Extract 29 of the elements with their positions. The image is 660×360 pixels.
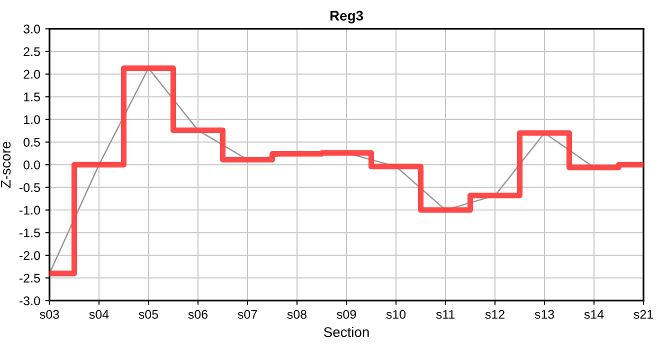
y-tick-label: -3.0 — [19, 296, 40, 306]
x-tick-label: s09 — [336, 310, 356, 319]
x-tick-label: s03 — [40, 310, 60, 319]
x-tick-label: s10 — [386, 310, 406, 319]
x-tick-label: s12 — [485, 310, 504, 319]
x-tick-label: s21 — [634, 310, 653, 319]
x-tick-label: s05 — [138, 310, 158, 319]
x-tick-label: s13 — [534, 310, 554, 319]
y-tick-label: -1.5 — [19, 228, 40, 238]
chart-title: Reg3 — [330, 10, 363, 24]
y-tick-label: 2.5 — [24, 47, 40, 56]
y-tick-label: -2.0 — [19, 251, 40, 260]
y-tick-label: 0.5 — [24, 138, 40, 147]
y-tick-label: -0.5 — [19, 183, 40, 192]
y-tick-label: -2.5 — [19, 274, 40, 283]
x-axis-title: Section — [324, 326, 369, 338]
y-tick-label: -1.0 — [19, 206, 40, 215]
y-tick-label: 1.5 — [24, 92, 40, 102]
y-tick-label: 1.0 — [24, 115, 40, 124]
x-tick-label: s14 — [584, 310, 604, 319]
x-tick-label: s06 — [188, 310, 208, 319]
y-tick-label: 3.0 — [24, 24, 40, 34]
x-tick-label: s04 — [89, 310, 109, 319]
x-tick-label: s08 — [287, 310, 307, 319]
y-axis-title: Z-score — [0, 142, 11, 188]
x-tick-label: s11 — [436, 310, 455, 319]
y-tick-label: 0.0 — [24, 160, 40, 170]
x-tick-label: s07 — [238, 310, 257, 319]
y-tick-label: 2.0 — [24, 70, 40, 79]
